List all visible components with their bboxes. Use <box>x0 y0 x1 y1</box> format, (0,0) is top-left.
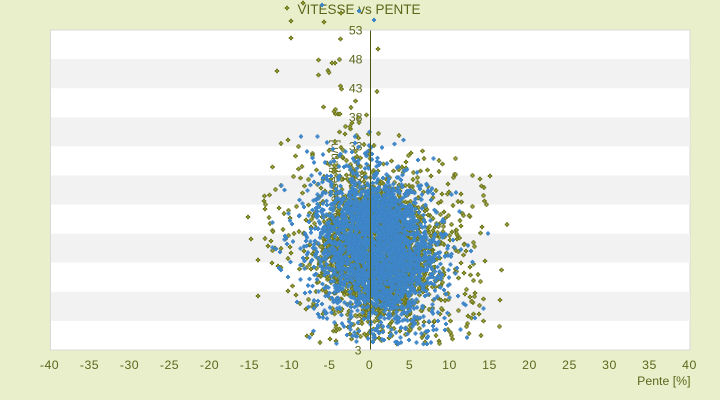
svg-text:0: 0 <box>366 358 373 372</box>
svg-text:25: 25 <box>562 358 577 372</box>
svg-text:-40: -40 <box>40 358 59 372</box>
svg-text:-15: -15 <box>240 358 259 372</box>
svg-text:-10: -10 <box>280 358 299 372</box>
svg-text:-35: -35 <box>80 358 99 372</box>
svg-text:15: 15 <box>482 358 497 372</box>
svg-text:35: 35 <box>642 358 657 372</box>
svg-text:10: 10 <box>442 358 457 372</box>
svg-text:Pente [%]: Pente [%] <box>637 374 690 388</box>
svg-text:3: 3 <box>356 314 363 328</box>
svg-text:5: 5 <box>406 358 413 372</box>
svg-text:30: 30 <box>602 358 617 372</box>
svg-text:-5: -5 <box>324 358 336 372</box>
svg-text:3: 3 <box>355 343 362 357</box>
svg-text:48: 48 <box>349 52 363 66</box>
svg-text:40: 40 <box>682 358 697 372</box>
svg-text:-25: -25 <box>160 358 179 372</box>
svg-text:20: 20 <box>522 358 537 372</box>
svg-text:-30: -30 <box>120 358 139 372</box>
svg-text:43: 43 <box>349 82 363 96</box>
svg-text:53: 53 <box>349 23 363 37</box>
svg-text:-20: -20 <box>200 358 219 372</box>
